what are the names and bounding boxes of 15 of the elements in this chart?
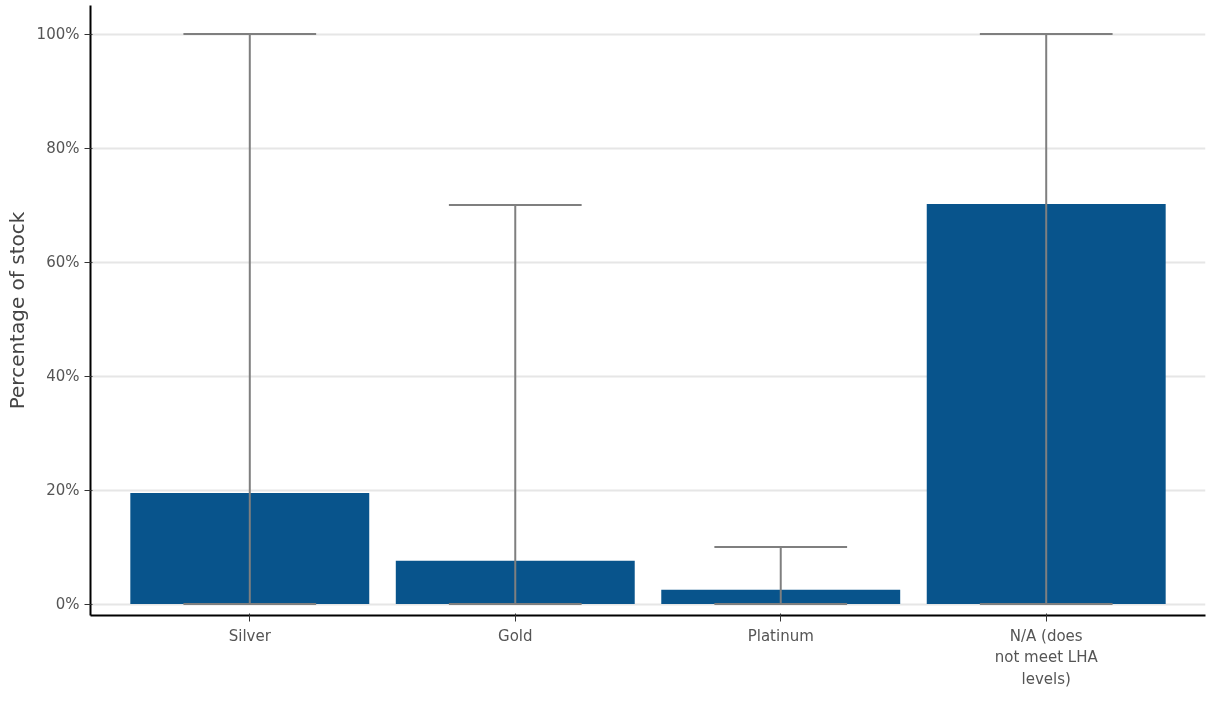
bar	[395, 560, 635, 605]
y-tick-label: 0%	[55, 595, 80, 614]
y-axis-title: Percentage of stock	[4, 211, 29, 410]
y-tick-label: 100%	[36, 25, 80, 43]
x-tick-label: Gold	[498, 626, 533, 645]
bar	[926, 203, 1166, 605]
y-tick-label: 60%	[46, 253, 80, 272]
y-tick-label: 80%	[46, 139, 80, 158]
y-tick-label: 40%	[46, 367, 80, 386]
x-tick-label: Platinum	[747, 626, 814, 645]
bar	[130, 492, 370, 605]
x-tick-label: Silver	[228, 626, 272, 645]
y-tick-label: 20%	[46, 481, 80, 500]
bar	[661, 589, 901, 605]
x-tick-label: N/A (does not meet LHA levels)	[994, 626, 1099, 688]
